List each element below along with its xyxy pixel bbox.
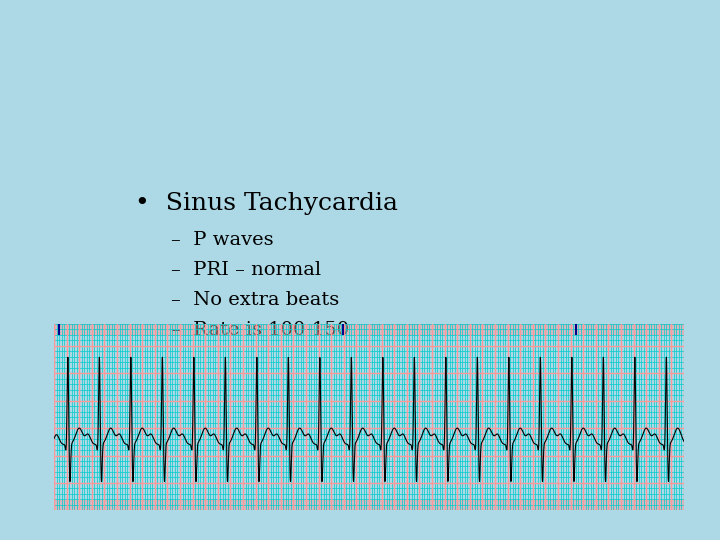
Text: •  Sinus Tachycardia: • Sinus Tachycardia: [135, 192, 397, 214]
Text: –  Rate is 100-150: – Rate is 100-150: [171, 321, 349, 339]
Bar: [54, 501, 684, 510]
Text: –  No extra beats: – No extra beats: [171, 291, 339, 309]
Text: –  PRI – normal: – PRI – normal: [171, 261, 321, 279]
Bar: [54, 324, 684, 334]
Text: –  P waves: – P waves: [171, 231, 274, 249]
